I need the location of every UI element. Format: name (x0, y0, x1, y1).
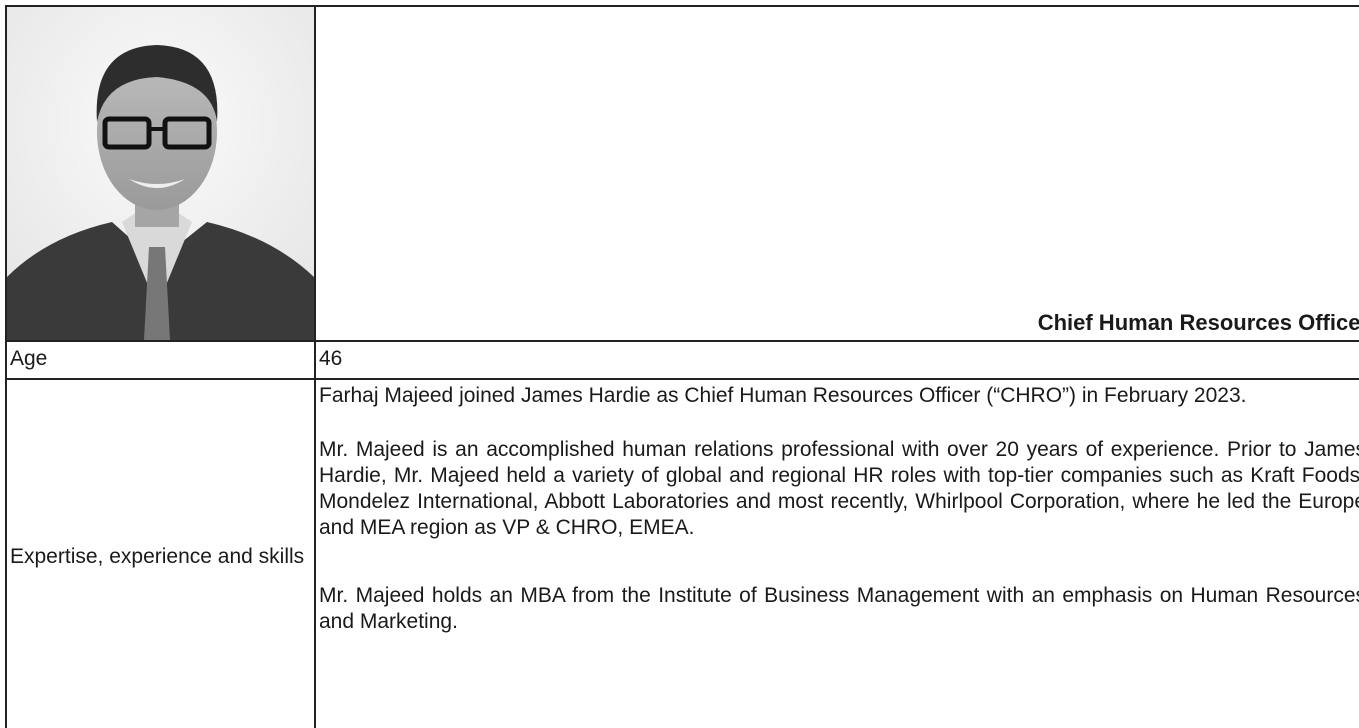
photo-cell (5, 5, 316, 342)
row-value: 46 (314, 340, 1359, 380)
row-label: Expertise, experience and skills (5, 378, 316, 728)
paragraph: Farhaj Majeed joined James Hardie as Chi… (319, 384, 1247, 407)
job-title: Chief Human Resources Officer (314, 5, 1359, 342)
row-label: Age (5, 340, 316, 380)
row-value: Farhaj Majeed joined James Hardie as Chi… (314, 378, 1359, 728)
paragraph: Mr. Majeed is an accomplished human rela… (319, 438, 1359, 539)
paragraph: Mr. Majeed holds an MBA from the Institu… (319, 584, 1359, 633)
profile-table: Chief Human Resources Officer Age 46 Exp… (5, 5, 1359, 728)
portrait (7, 7, 314, 340)
